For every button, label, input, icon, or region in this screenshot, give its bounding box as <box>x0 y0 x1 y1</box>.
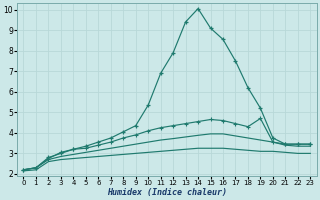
X-axis label: Humidex (Indice chaleur): Humidex (Indice chaleur) <box>107 188 227 197</box>
